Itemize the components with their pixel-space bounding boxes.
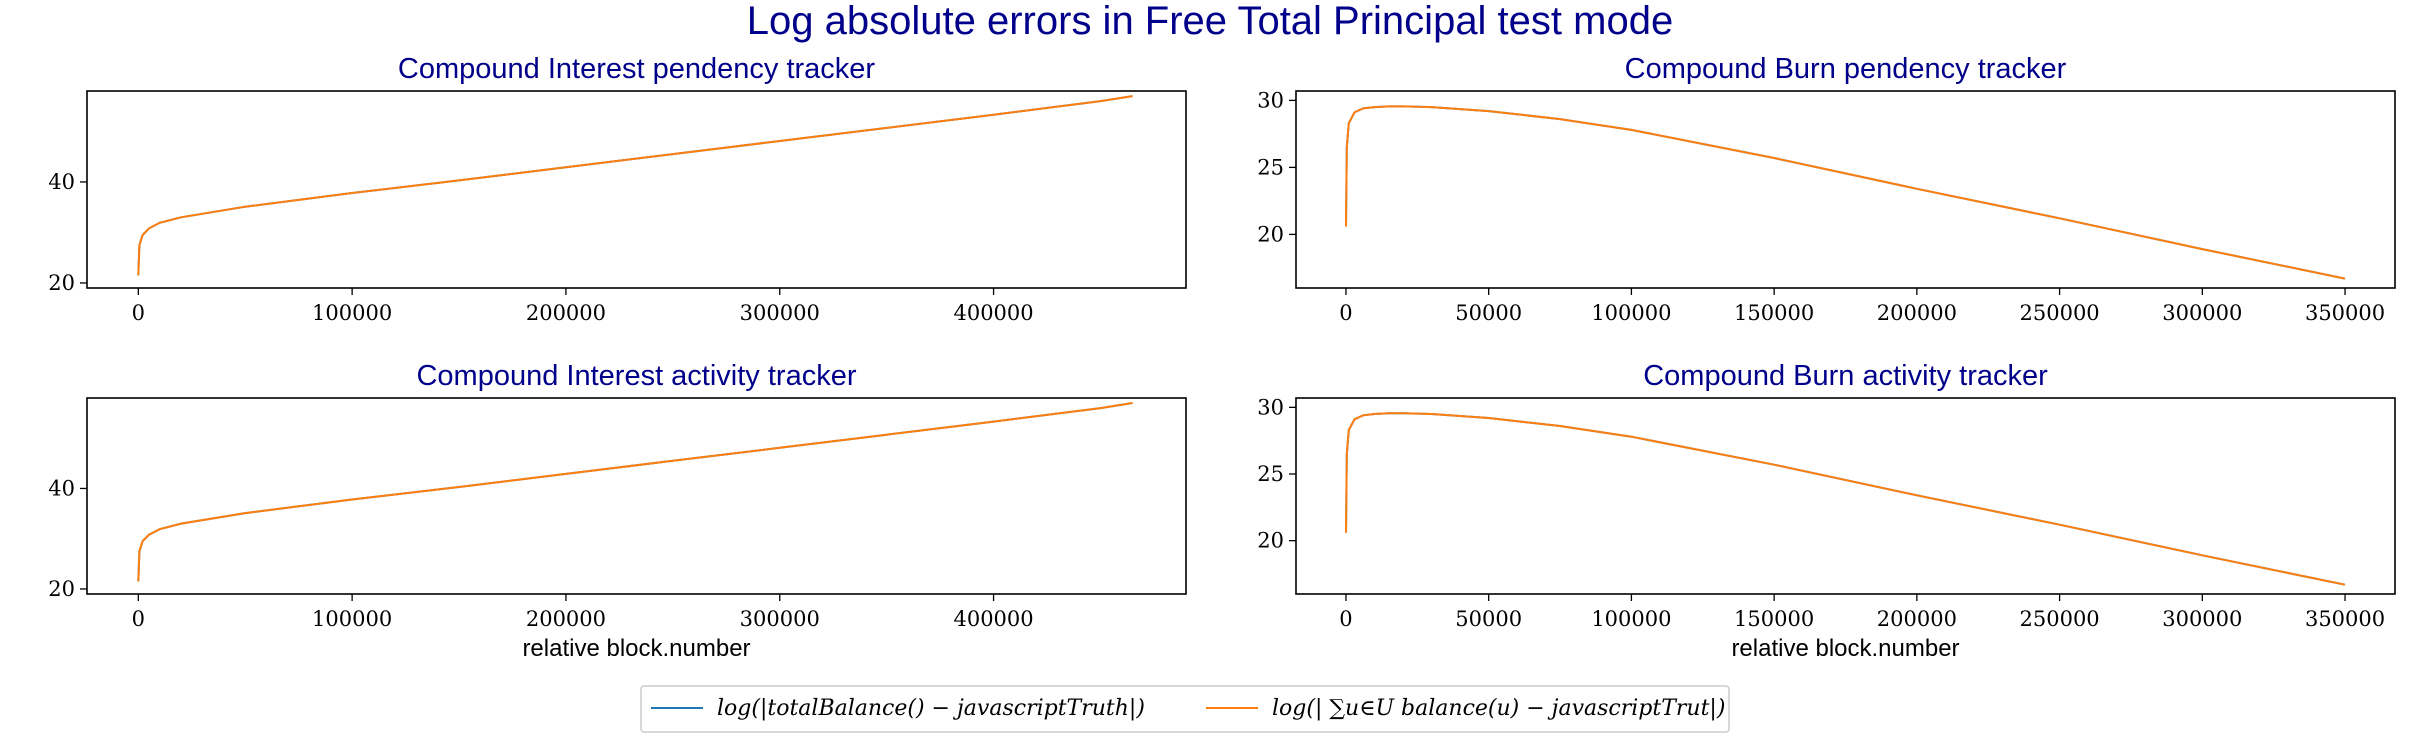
x-axis-label: relative block.number [1731, 635, 1959, 662]
y-tick-label: 25 [1257, 155, 1284, 179]
legend-label-0: log(|totalBalance() − javascriptTruth|) [717, 696, 1145, 721]
x-tick-label: 300000 [2162, 607, 2242, 631]
series-line-0 [1345, 105, 2346, 280]
x-tick-label: 350000 [2305, 607, 2385, 631]
x-tick-label: 300000 [740, 301, 820, 325]
y-tick-label: 20 [1257, 529, 1284, 553]
series-line-0 [1345, 412, 2346, 586]
plot-frame [86, 90, 1187, 289]
x-tick-label: 400000 [953, 607, 1033, 631]
y-tick-label: 40 [48, 476, 75, 500]
figure-title: Log absolute errors in Free Total Princi… [747, 0, 1673, 43]
x-tick-label: 350000 [2305, 301, 2385, 325]
x-tick-label: 200000 [1877, 607, 1957, 631]
x-tick-label: 150000 [1734, 301, 1814, 325]
series-line-0 [137, 402, 1133, 582]
x-tick-label: 0 [1339, 607, 1352, 631]
x-tick-label: 300000 [740, 607, 820, 631]
plot-frame [1295, 397, 2396, 595]
legend: log(|totalBalance() − javascriptTruth|) … [640, 685, 1730, 733]
plot-frame [1295, 90, 2396, 289]
x-tick-label: 200000 [526, 301, 606, 325]
x-tick-label: 400000 [953, 301, 1033, 325]
series-line-1 [137, 95, 1133, 276]
y-tick-label: 40 [48, 170, 75, 194]
x-tick-label: 0 [132, 301, 145, 325]
x-tick-label: 250000 [2020, 607, 2100, 631]
plot-frame [86, 397, 1187, 595]
y-tick-label: 20 [1257, 222, 1284, 246]
y-tick-label: 20 [48, 577, 75, 601]
subplot-2: Compound Interest activity tracker 0 10000… [48, 360, 1187, 662]
subplot-title: Compound Interest activity tracker [416, 360, 856, 392]
x-tick-label: 100000 [312, 301, 392, 325]
subplot-title: Compound Burn pendency tracker [1625, 53, 2067, 85]
series-line-0 [137, 95, 1133, 276]
legend-frame [640, 685, 1730, 733]
series-line-1 [1345, 105, 2346, 280]
x-tick-label: 250000 [2020, 301, 2100, 325]
series-line-1 [1345, 412, 2346, 586]
subplot-title: Compound Burn activity tracker [1643, 360, 2048, 392]
x-tick-label: 50000 [1455, 607, 1522, 631]
x-tick-label: 200000 [1877, 301, 1957, 325]
subplot-title: Compound Interest pendency tracker [398, 53, 875, 85]
subplot-1: Compound Burn pendency tracker 0 50000 1000… [1257, 53, 2396, 325]
x-tick-label: 150000 [1734, 607, 1814, 631]
subplot-0: Compound Interest pendency tracker 0 10000… [48, 53, 1187, 325]
y-tick-label: 20 [48, 271, 75, 295]
x-axis-label: relative block.number [522, 635, 750, 662]
x-tick-label: 100000 [1591, 301, 1671, 325]
x-tick-label: 100000 [1591, 607, 1671, 631]
y-tick-label: 30 [1257, 395, 1284, 419]
x-tick-label: 100000 [312, 607, 392, 631]
x-tick-label: 0 [1339, 301, 1352, 325]
x-tick-label: 0 [132, 607, 145, 631]
y-tick-label: 30 [1257, 88, 1284, 112]
y-tick-label: 25 [1257, 462, 1284, 486]
x-tick-label: 200000 [526, 607, 606, 631]
subplot-3: Compound Burn activity tracker 0 50000 1000… [1257, 360, 2396, 662]
x-tick-label: 300000 [2162, 301, 2242, 325]
legend-label-1: log(| ∑u∈U balance(u) − javascriptTrut|) [1272, 696, 1725, 721]
x-tick-label: 50000 [1455, 301, 1522, 325]
series-line-1 [137, 402, 1133, 582]
